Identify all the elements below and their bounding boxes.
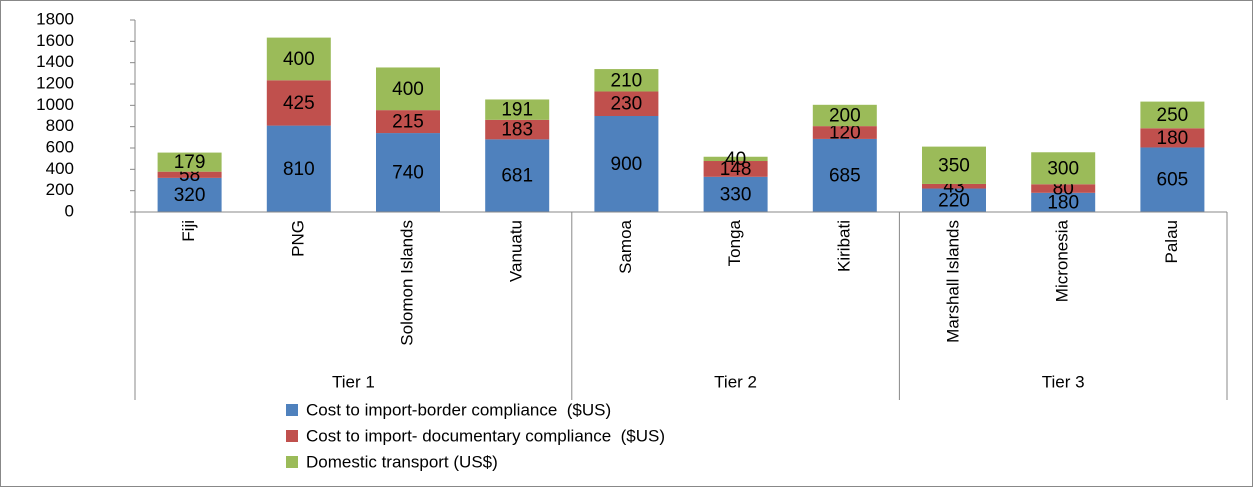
value-label: 400 [283,49,315,70]
bar-segment [594,69,659,92]
value-label: 330 [720,184,752,205]
y-tick-label: 1600 [36,31,74,50]
x-tick-label: Fiji [179,220,198,242]
value-label: 810 [283,159,315,180]
value-label: 900 [611,154,643,175]
value-label: 250 [1157,105,1189,126]
y-tick-label: 0 [65,201,74,220]
y-tick-label: 800 [46,116,74,135]
bar-segment [922,183,986,189]
value-label: 605 [1157,170,1189,191]
value-label: 685 [829,165,861,186]
legend-swatch [286,404,298,416]
x-tick-label: Palau [1162,220,1181,263]
x-tick-label: Solomon Islands [397,220,416,346]
bar-segment [376,67,440,111]
group-label: Tier 1 [332,372,375,391]
bar-segment [485,119,550,140]
group-label: Tier 2 [714,372,757,391]
bar-segment [703,176,768,212]
bar-segment [1031,184,1096,193]
bar-segment [157,177,222,212]
value-label: 215 [392,112,424,133]
value-label: 400 [392,79,424,100]
legend-swatch [286,430,298,442]
bar-segment [812,138,877,212]
value-label: 183 [501,120,533,141]
value-label: 425 [283,93,315,114]
bar-segment [812,126,877,139]
value-label: 300 [1047,158,1079,179]
value-label: 681 [501,166,533,187]
bar-segment [376,133,440,212]
y-tick-label: 400 [46,159,74,178]
legend-label: Cost to import- documentary compliance (… [306,426,665,445]
x-tick-label: Samoa [616,219,635,273]
y-tick-label: 1400 [36,52,74,71]
y-tick-label: 600 [46,137,74,156]
bar-segment [703,161,768,177]
y-tick-label: 1000 [36,95,74,114]
bar-segment [485,139,550,212]
bar-segment [703,156,768,162]
legend-swatch [286,456,298,468]
bar-segment [594,91,659,116]
bar-segment [594,116,659,212]
value-label: 320 [174,185,206,206]
bar-segment [266,125,331,212]
bar-segment [922,146,986,184]
bar-segment [1140,101,1205,129]
bar-segment [266,37,331,81]
bar-segment [1031,152,1096,185]
value-label: 350 [938,155,970,176]
x-tick-label: Kiribati [834,220,853,272]
x-tick-label: Marshall Islands [943,220,962,343]
value-label: 740 [392,163,424,184]
y-tick-label: 200 [46,180,74,199]
value-label: 200 [829,105,861,126]
group-label: Tier 3 [1042,372,1085,391]
bar-segment [266,80,331,126]
value-label: 179 [174,152,206,173]
value-label: 191 [501,100,533,121]
y-tick-label: 1800 [36,9,74,28]
value-label: 148 [720,159,752,180]
bar-segment [1140,128,1205,148]
value-label: 210 [611,70,643,91]
bar-segment [1140,147,1205,212]
value-label: 40 [725,149,746,170]
legend-label: Domestic transport (US$) [306,452,498,471]
bar-segment [485,99,550,120]
value-label: 180 [1157,128,1189,149]
bar-segment [922,188,986,212]
bar-segment [1031,192,1096,212]
bar-segment [812,104,877,127]
x-tick-label: Tonga [725,219,744,266]
value-label: 180 [1047,192,1079,213]
y-tick-label: 1200 [36,73,74,92]
value-label: 230 [611,94,643,115]
value-label: 220 [938,190,970,211]
x-tick-label: PNG [288,220,307,257]
legend-label: Cost to import-border compliance ($US) [306,400,611,419]
bar-segment [157,152,222,172]
x-tick-label: Micronesia [1053,219,1072,302]
bar-segment [376,110,440,134]
bar-segment [157,171,222,178]
x-tick-label: Vanuatu [507,220,526,282]
value-label: 120 [829,123,861,144]
